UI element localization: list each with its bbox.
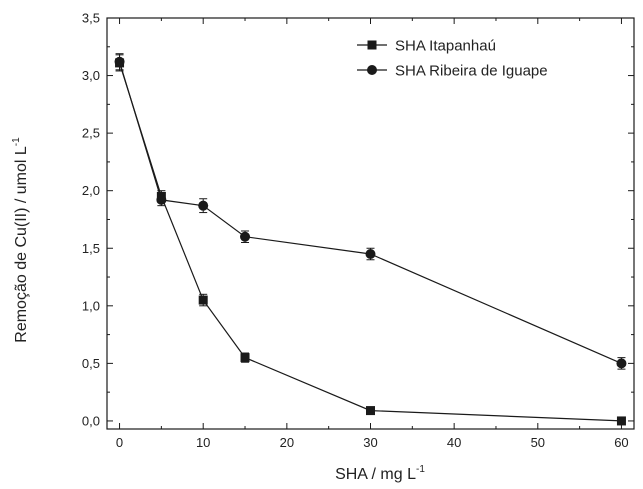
y-tick-label: 3,5 <box>82 11 100 26</box>
series-line-0 <box>118 62 622 422</box>
x-tick-label: 30 <box>363 435 377 450</box>
x-tick-label: 20 <box>280 435 294 450</box>
x-tick-label: 50 <box>531 435 545 450</box>
x-tick-label: 60 <box>614 435 628 450</box>
plot-layer: 0 10 20 30 40 50 60 0,0 0,5 1,0 1,5 2,0 2,5 3,0 3,5 <box>82 11 635 450</box>
data-point-circle <box>156 194 167 205</box>
y-axis-title: Remoção de Cu(II) / umol L-1 <box>11 137 30 343</box>
legend-label-ribeira: SHA Ribeira de Iguape <box>395 63 548 80</box>
y-axis-title-superscript: -1 <box>11 137 22 146</box>
legend-entry-itapanhau: SHA Itapanhaú <box>357 38 496 55</box>
data-point-circle <box>240 231 251 242</box>
x-axis-title-text: SHA / mg L <box>335 466 416 483</box>
x-tick-label: 0 <box>116 435 123 450</box>
data-point-circle <box>198 200 209 211</box>
legend: SHA Itapanhaú SHA Ribeira de Iguape <box>357 38 548 80</box>
data-point-circle <box>114 56 125 67</box>
data-point-square <box>198 295 208 305</box>
legend-circle-marker-icon <box>367 65 377 75</box>
legend-entry-ribeira: SHA Ribeira de Iguape <box>357 63 548 80</box>
y-axis-title-text: Remoção de Cu(II) / umol L <box>13 146 30 343</box>
x-axis-title: SHA / mg L-1 <box>335 464 425 483</box>
legend-label-itapanhau: SHA Itapanhaú <box>395 38 496 55</box>
y-tick-label: 1,0 <box>82 298 100 313</box>
x-tick-label: 10 <box>196 435 210 450</box>
y-tick-label: 2,0 <box>82 183 100 198</box>
data-point-circle <box>365 249 376 260</box>
y-tick-label: 0,0 <box>82 413 100 428</box>
legend-square-marker-icon <box>367 40 377 50</box>
x-axis-title-superscript: -1 <box>416 464 425 475</box>
y-tick-label: 0,5 <box>82 356 100 371</box>
x-tick-label: 40 <box>447 435 461 450</box>
y-tick-label: 3,0 <box>82 68 100 83</box>
data-point-square <box>240 353 250 363</box>
y-tick-label: 1,5 <box>82 241 100 256</box>
plot-frame <box>106 17 635 430</box>
series-line-1 <box>118 61 622 364</box>
data-point-square <box>616 416 626 426</box>
data-point-circle <box>616 358 627 369</box>
data-point-square <box>366 406 375 416</box>
y-tick-label: 2,5 <box>82 126 100 141</box>
